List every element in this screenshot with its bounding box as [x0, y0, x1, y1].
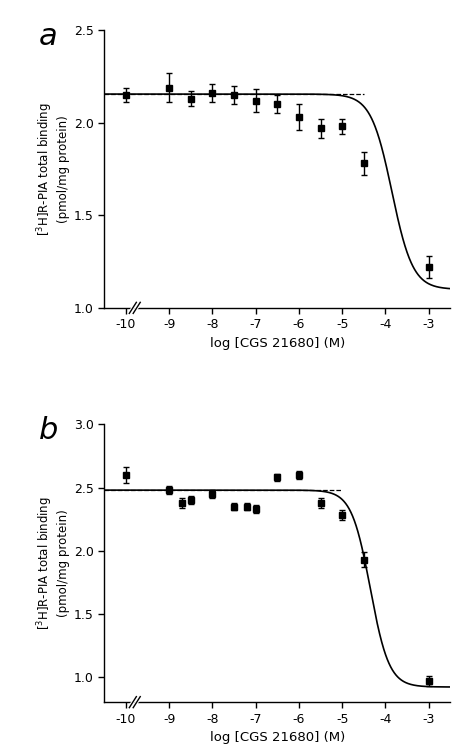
Text: a: a — [38, 22, 57, 51]
Y-axis label: [$^{3}$H]R-PIA total binding
(pmol/mg protein): [$^{3}$H]R-PIA total binding (pmol/mg pr… — [35, 102, 70, 236]
X-axis label: log [CGS 21680] (M): log [CGS 21680] (M) — [210, 731, 345, 744]
X-axis label: log [CGS 21680] (M): log [CGS 21680] (M) — [210, 337, 345, 350]
Text: b: b — [38, 416, 58, 445]
Y-axis label: [$^{3}$H]R-PIA total binding
(pmol/mg protein): [$^{3}$H]R-PIA total binding (pmol/mg pr… — [35, 497, 70, 630]
